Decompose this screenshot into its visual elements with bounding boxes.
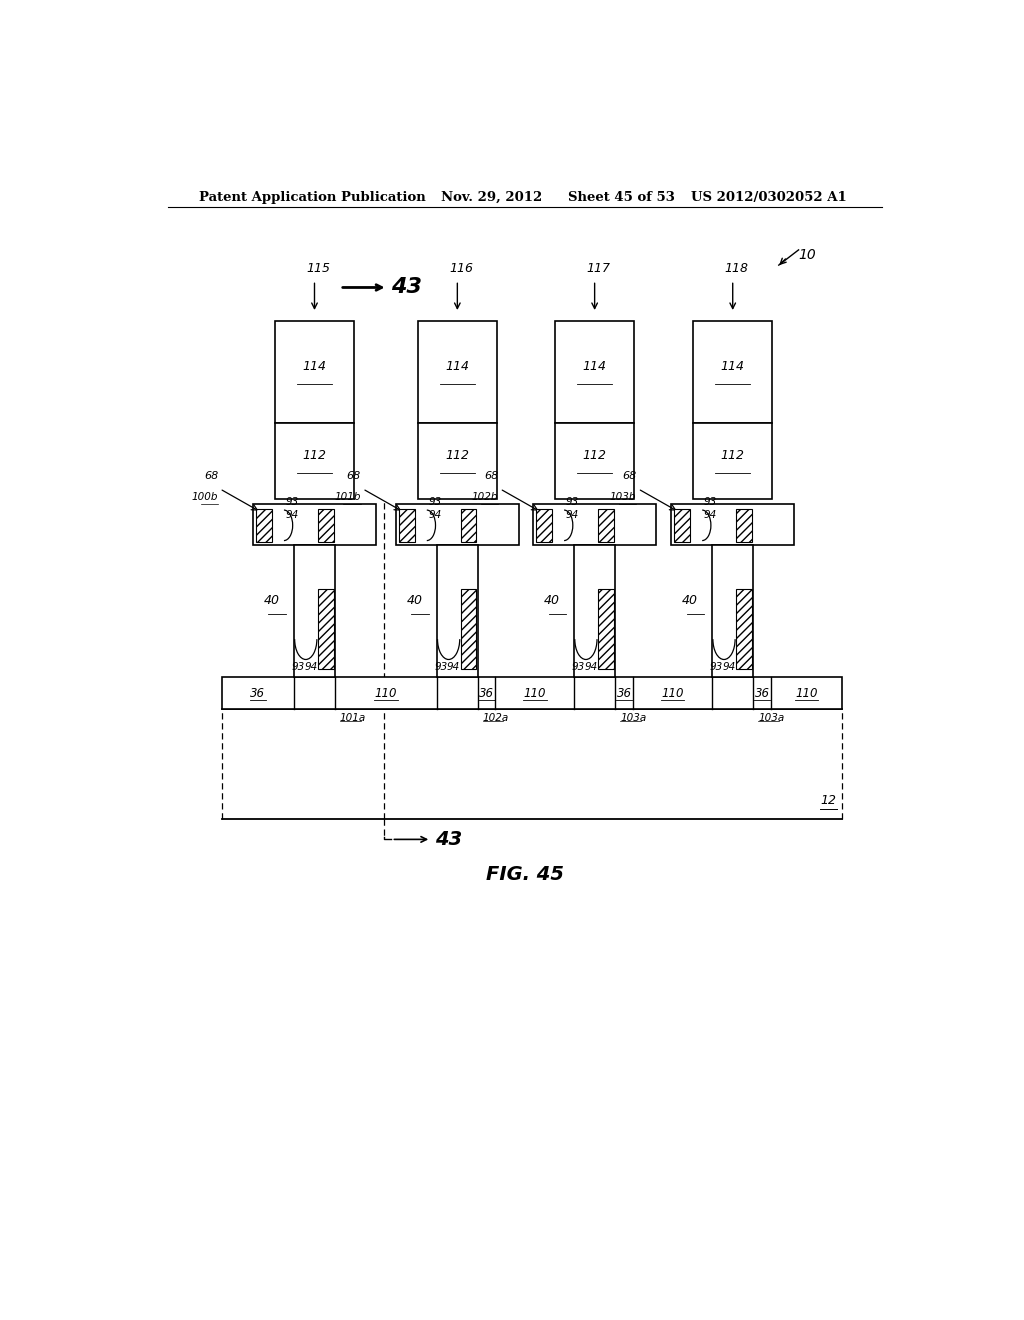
Text: 94: 94 bbox=[722, 661, 735, 672]
Text: 36: 36 bbox=[616, 686, 632, 700]
Text: Sheet 45 of 53: Sheet 45 of 53 bbox=[568, 190, 675, 203]
Text: 110: 110 bbox=[375, 686, 397, 700]
Text: 94: 94 bbox=[304, 661, 317, 672]
Text: 114: 114 bbox=[721, 360, 744, 374]
Text: 103a: 103a bbox=[620, 713, 646, 723]
Bar bbox=[675, 510, 690, 541]
Text: 115: 115 bbox=[306, 263, 331, 276]
Bar bbox=[736, 589, 752, 669]
Text: 118: 118 bbox=[725, 263, 749, 276]
Text: 12: 12 bbox=[820, 793, 836, 807]
Text: 101a: 101a bbox=[340, 713, 367, 723]
Text: 103b: 103b bbox=[610, 492, 636, 502]
Bar bbox=[418, 321, 497, 422]
Text: 36: 36 bbox=[479, 686, 495, 700]
Text: 114: 114 bbox=[302, 360, 327, 374]
Text: Nov. 29, 2012: Nov. 29, 2012 bbox=[441, 190, 543, 203]
Text: 102a: 102a bbox=[482, 713, 509, 723]
Bar bbox=[555, 422, 634, 499]
Bar bbox=[598, 510, 613, 541]
Text: 68: 68 bbox=[622, 471, 636, 480]
Text: 93: 93 bbox=[292, 661, 305, 672]
Text: 94: 94 bbox=[585, 661, 598, 672]
Text: 94: 94 bbox=[428, 511, 441, 520]
Bar bbox=[317, 589, 334, 669]
Text: 110: 110 bbox=[796, 686, 818, 700]
Text: 112: 112 bbox=[583, 449, 606, 462]
Text: 93: 93 bbox=[428, 498, 441, 507]
Text: 40: 40 bbox=[544, 594, 560, 607]
Text: 40: 40 bbox=[263, 594, 280, 607]
Text: 93: 93 bbox=[710, 661, 723, 672]
Bar bbox=[274, 321, 354, 422]
Bar bbox=[712, 545, 754, 677]
Text: 68: 68 bbox=[347, 471, 360, 480]
Bar bbox=[253, 504, 376, 545]
Text: 43: 43 bbox=[435, 830, 463, 849]
Bar bbox=[461, 510, 476, 541]
Bar bbox=[555, 321, 634, 422]
Text: 94: 94 bbox=[703, 511, 717, 520]
Bar bbox=[574, 545, 615, 677]
Bar bbox=[294, 545, 335, 677]
Text: 114: 114 bbox=[583, 360, 606, 374]
Text: 36: 36 bbox=[755, 686, 770, 700]
Bar bbox=[534, 504, 656, 545]
Text: 117: 117 bbox=[587, 263, 610, 276]
Text: 40: 40 bbox=[407, 594, 423, 607]
Bar bbox=[461, 589, 476, 669]
Bar bbox=[537, 510, 552, 541]
Bar bbox=[274, 422, 354, 499]
Text: 103a: 103a bbox=[758, 713, 784, 723]
Bar bbox=[221, 677, 843, 709]
Text: 110: 110 bbox=[523, 686, 546, 700]
Text: FIG. 45: FIG. 45 bbox=[485, 866, 564, 884]
Text: 94: 94 bbox=[447, 661, 460, 672]
Text: 112: 112 bbox=[445, 449, 469, 462]
Text: 93: 93 bbox=[703, 498, 717, 507]
Text: 112: 112 bbox=[721, 449, 744, 462]
Text: 101b: 101b bbox=[335, 492, 360, 502]
Bar bbox=[436, 545, 478, 677]
Text: 114: 114 bbox=[445, 360, 469, 374]
Bar bbox=[598, 589, 613, 669]
Text: 43: 43 bbox=[391, 277, 423, 297]
Text: 94: 94 bbox=[286, 511, 299, 520]
Text: 36: 36 bbox=[250, 686, 265, 700]
Text: Patent Application Publication: Patent Application Publication bbox=[200, 190, 426, 203]
Bar bbox=[399, 510, 415, 541]
Bar bbox=[418, 422, 497, 499]
Text: 94: 94 bbox=[565, 511, 579, 520]
Text: 112: 112 bbox=[302, 449, 327, 462]
Text: US 2012/0302052 A1: US 2012/0302052 A1 bbox=[691, 190, 847, 203]
Text: 93: 93 bbox=[434, 661, 447, 672]
Bar bbox=[693, 422, 772, 499]
Text: 110: 110 bbox=[662, 686, 684, 700]
Text: 68: 68 bbox=[484, 471, 499, 480]
Text: 93: 93 bbox=[565, 498, 579, 507]
Bar bbox=[693, 321, 772, 422]
Bar bbox=[736, 510, 752, 541]
Bar bbox=[256, 510, 272, 541]
Bar bbox=[671, 504, 795, 545]
Text: 93: 93 bbox=[571, 661, 585, 672]
Bar bbox=[317, 510, 334, 541]
Text: 10: 10 bbox=[799, 248, 816, 261]
Text: 40: 40 bbox=[682, 594, 697, 607]
Text: 116: 116 bbox=[450, 263, 473, 276]
Text: 102b: 102b bbox=[472, 492, 499, 502]
Bar bbox=[396, 504, 519, 545]
Text: 68: 68 bbox=[204, 471, 218, 480]
Text: 100b: 100b bbox=[191, 492, 218, 502]
Text: 93: 93 bbox=[286, 498, 299, 507]
